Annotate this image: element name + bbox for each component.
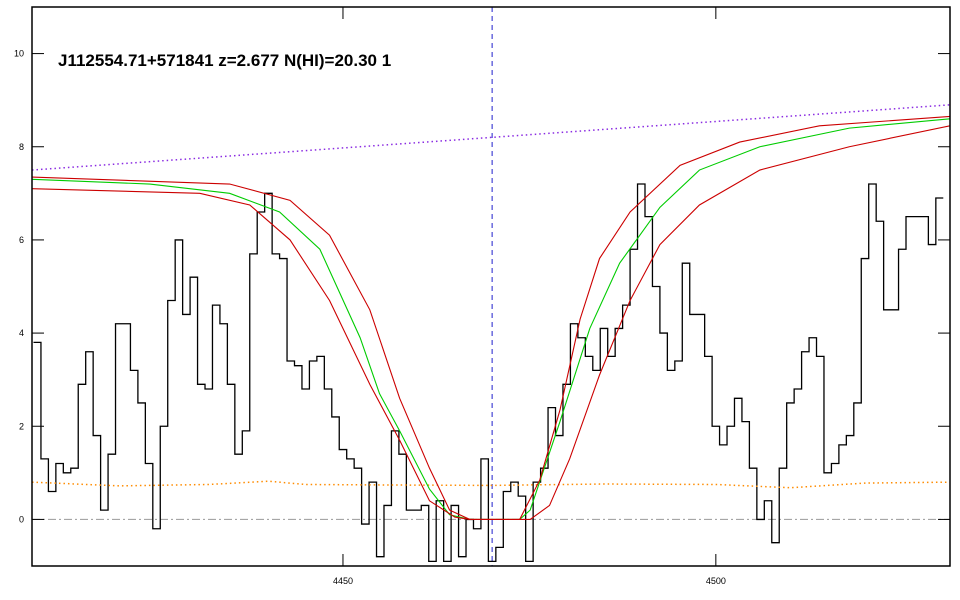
y-tick-label: 2 [19, 421, 24, 431]
y-tick-label: 6 [19, 235, 24, 245]
y-tick-label: 0 [19, 514, 24, 524]
y-tick-label: 10 [14, 49, 24, 59]
flux-line [33, 183, 944, 562]
y-tick-label: 4 [19, 328, 24, 338]
x-tick-label: 4500 [706, 576, 726, 586]
frame [31, 6, 951, 567]
y-tick-label: 8 [19, 142, 24, 152]
model-line [32, 104, 950, 171]
chart-title: J112554.71+571841 z=2.677 N(HI)=20.30 1 [58, 51, 391, 70]
model-line [32, 125, 950, 520]
x-tick-label: 4450 [333, 576, 353, 586]
plot-area [32, 7, 950, 566]
